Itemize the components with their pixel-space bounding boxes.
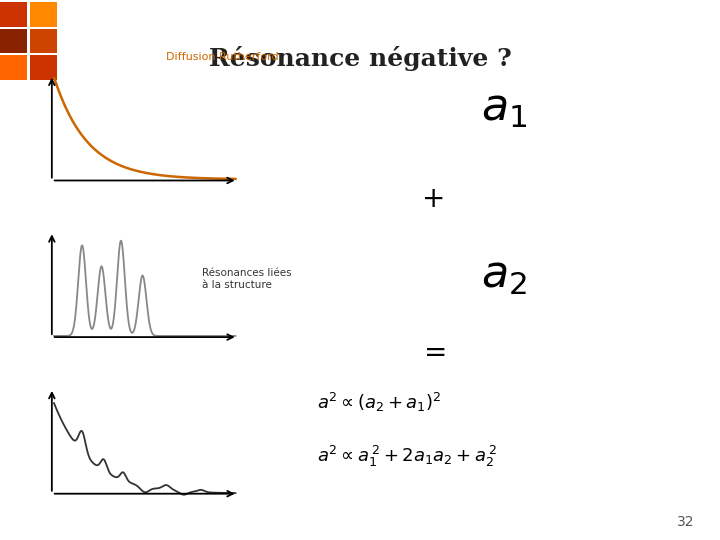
Text: $a^2 \propto \left(a_2+a_1\right)^2$: $a^2 \propto \left(a_2+a_1\right)^2$ — [317, 391, 441, 414]
Text: Diffusion Rutherford: Diffusion Rutherford — [166, 52, 278, 62]
Bar — [0, 29, 27, 53]
Bar — [30, 56, 58, 80]
Bar — [0, 2, 27, 26]
Text: Résonance négative ?: Résonance négative ? — [209, 46, 511, 71]
Bar — [0, 56, 27, 80]
Text: $=$: $=$ — [418, 338, 446, 364]
Text: $a^2 \propto a_1^{\,2}+2a_1 a_2+a_2^{\,2}$: $a^2 \propto a_1^{\,2}+2a_1 a_2+a_2^{\,2… — [317, 444, 497, 469]
Text: $a_2$: $a_2$ — [481, 254, 527, 297]
Text: Résonances liées
à la structure: Résonances liées à la structure — [202, 268, 291, 290]
Text: 32: 32 — [678, 515, 695, 529]
Text: $a_1$: $a_1$ — [481, 86, 527, 130]
Text: $+$: $+$ — [420, 186, 444, 213]
Bar — [30, 2, 58, 26]
Bar — [30, 29, 58, 53]
